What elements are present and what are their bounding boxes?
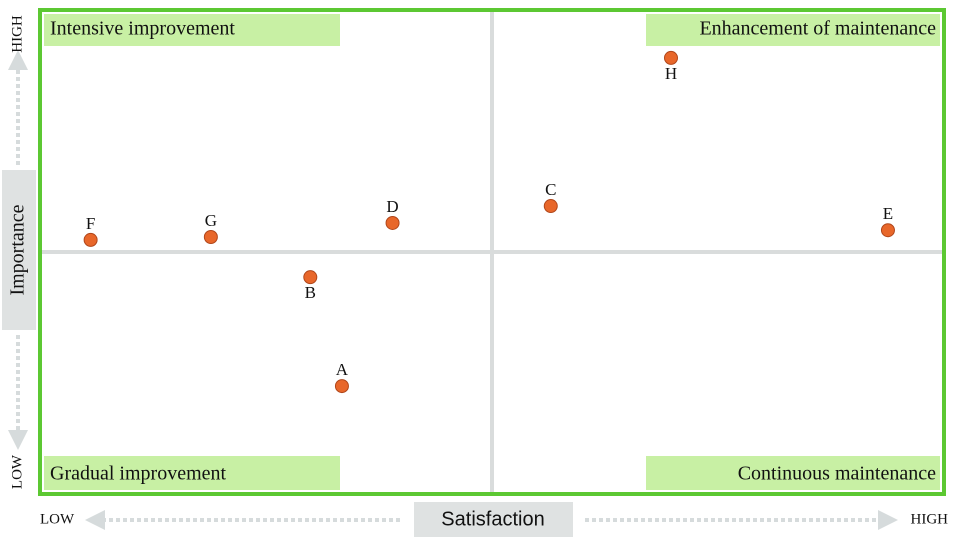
- point-label: C: [545, 180, 556, 199]
- point: [83, 232, 98, 247]
- quadrant-box: [646, 14, 940, 46]
- quadrant-label: Intensive improvement: [50, 18, 235, 40]
- axis-arrows: [8, 50, 898, 530]
- point-label: F: [86, 214, 95, 233]
- x-axis-label: Satisfaction: [441, 508, 544, 530]
- point: [203, 229, 218, 244]
- point: [880, 223, 895, 238]
- quadrant-label: Gradual improvement: [50, 463, 226, 485]
- point-label: E: [883, 204, 893, 223]
- point-label: G: [205, 211, 217, 230]
- plot-border: [38, 8, 946, 496]
- quadrant-box: [44, 456, 340, 490]
- quadrant-box: [44, 14, 340, 46]
- point: [303, 270, 318, 285]
- quadrant-box: [646, 456, 940, 490]
- x-label-box: [414, 502, 573, 537]
- point-label: H: [665, 64, 677, 83]
- point-label: A: [336, 360, 349, 379]
- point: [543, 199, 558, 214]
- quadrant-label: Continuous maintenance: [738, 463, 936, 485]
- y-tick-label: HIGH: [9, 15, 25, 53]
- x-tick-label: HIGH: [911, 511, 949, 527]
- x-tick-label: LOW: [40, 511, 75, 527]
- y-tick-label: LOW: [9, 454, 25, 489]
- point-label: B: [305, 283, 316, 302]
- point: [334, 379, 349, 394]
- point: [663, 50, 678, 65]
- point-label: D: [386, 197, 398, 216]
- quadrant-label: Enhancement of maintenance: [699, 18, 936, 40]
- point: [385, 215, 400, 230]
- y-label-box: [2, 170, 36, 330]
- y-axis-label: Importance: [7, 204, 29, 295]
